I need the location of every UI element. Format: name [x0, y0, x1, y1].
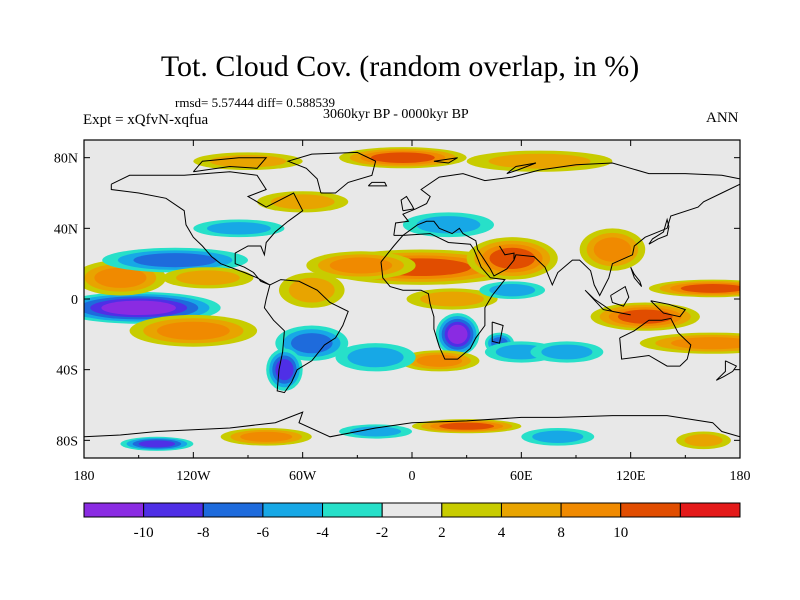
- coastline: [110, 171, 304, 286]
- y-tick-label: 0: [71, 293, 78, 308]
- anomaly-blob: [207, 222, 271, 235]
- coastline: [650, 300, 687, 318]
- anomaly-blob: [489, 283, 536, 297]
- coastline: [630, 266, 643, 287]
- season-label: ANN: [706, 110, 739, 126]
- colorbar-label: -2: [376, 525, 389, 541]
- x-tick-label: 0: [409, 469, 416, 484]
- anomaly-blob: [416, 216, 481, 234]
- colorbar-label: 8: [557, 525, 565, 541]
- coastline: [380, 233, 506, 360]
- anomaly-blob: [101, 300, 176, 316]
- stats-line: rmsd= 5.57444 diff= 0.588539: [175, 95, 335, 110]
- x-tick-label: 60W: [289, 469, 317, 484]
- colorbar-swatch: [381, 502, 443, 518]
- coastline: [584, 289, 631, 316]
- anomaly-blob: [617, 309, 673, 324]
- anomaly-blob: [288, 277, 335, 303]
- anomaly-blob: [488, 153, 591, 169]
- coastline: [286, 151, 377, 194]
- anomaly-blob: [347, 347, 404, 368]
- experiment-line: Expt = xQfvN-xqfua: [83, 112, 209, 128]
- anomaly-blob: [684, 434, 723, 447]
- anomaly-blob: [138, 440, 176, 448]
- coastline: [610, 285, 630, 307]
- coastline: [192, 157, 268, 173]
- coastline: [433, 157, 458, 164]
- colorbar-swatch: [679, 502, 741, 518]
- plot-title: Tot. Cloud Cov. (random overlap, in %): [160, 50, 640, 83]
- coastline: [263, 279, 349, 394]
- x-tick-label: 120E: [616, 469, 646, 484]
- anomaly-blob: [541, 344, 593, 360]
- coastline: [367, 181, 388, 187]
- anomaly-blob: [156, 321, 230, 340]
- x-tick-label: 60E: [510, 469, 533, 484]
- colorbar-swatch: [83, 502, 145, 518]
- anomaly-blob: [447, 324, 468, 344]
- x-tick-label: 120W: [176, 469, 211, 484]
- anomaly-blob: [209, 155, 287, 168]
- anomaly-blob: [270, 194, 335, 210]
- colorbar-label: -8: [197, 525, 210, 541]
- coastline: [715, 360, 738, 381]
- period-line: 3060kyr BP - 0000kyr BP: [323, 107, 469, 122]
- anomaly-blob: [133, 253, 217, 268]
- anomaly-blob: [176, 270, 240, 286]
- colorbar-swatch: [441, 502, 502, 518]
- colorbar-label: -6: [257, 525, 270, 541]
- coastlines: [84, 151, 740, 438]
- colorbar-label: -10: [134, 525, 154, 541]
- coastline: [499, 245, 515, 261]
- colorbar: -10 -8 -6 -4 -2 2 4 8 10: [83, 502, 741, 541]
- anomaly-blob: [416, 354, 463, 367]
- coastline: [393, 162, 740, 297]
- y-tick-label: 40S: [56, 364, 78, 379]
- anomaly-blob: [240, 431, 293, 442]
- x-tick-label: 180: [74, 469, 95, 484]
- y-tick-label: 80N: [54, 152, 78, 167]
- map-plot-area: [84, 140, 740, 458]
- colorbar-swatch: [500, 502, 562, 518]
- anomaly-blob: [680, 283, 740, 293]
- colorbar-swatch: [143, 502, 204, 518]
- colorbar-label: 2: [438, 525, 446, 541]
- colorbar-swatch: [322, 502, 383, 518]
- y-tick-label: 80S: [56, 434, 78, 449]
- anomaly-blob: [350, 426, 402, 437]
- coastline: [84, 411, 740, 438]
- anomaly-blob: [94, 267, 147, 288]
- anomaly-blob: [329, 257, 393, 274]
- colorbar-swatch: [560, 502, 622, 518]
- axis-ticks: 180 120W 60W 0 60E 120E 180 80N 40N 0 40S 80S: [54, 140, 751, 484]
- y-tick-label: 40N: [54, 222, 78, 237]
- colorbar-label: -4: [316, 525, 329, 541]
- coastline: [506, 162, 537, 175]
- x-tick-label: 180: [730, 469, 751, 484]
- anomaly-blob: [420, 291, 484, 307]
- anomaly-blob: [593, 237, 632, 262]
- colorbar-swatch: [620, 502, 681, 518]
- coastline: [619, 317, 692, 367]
- anomaly-field: [84, 147, 740, 451]
- colorbar-label: 10: [613, 525, 628, 541]
- coastline: [400, 195, 415, 212]
- anomaly-blob: [489, 247, 535, 269]
- anomaly-blob: [371, 152, 435, 163]
- anomaly-blob: [532, 430, 584, 443]
- colorbar-swatch: [262, 502, 324, 518]
- colorbar-label: 4: [498, 525, 506, 541]
- anomaly-blob: [439, 422, 494, 430]
- colorbar-swatch: [202, 502, 264, 518]
- anomaly-blob: [671, 337, 740, 350]
- coastline: [648, 217, 670, 245]
- coastline: [491, 321, 504, 344]
